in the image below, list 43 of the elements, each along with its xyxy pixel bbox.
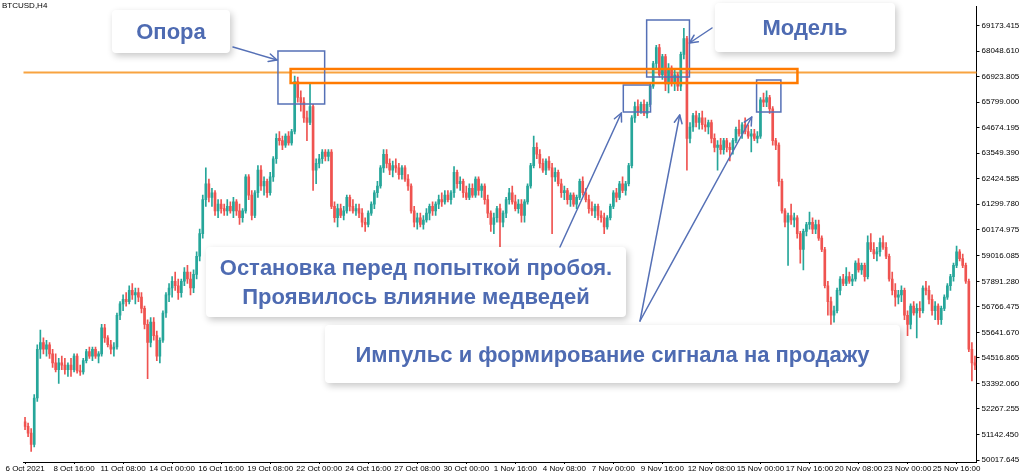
y-tick-label: 59016.085 xyxy=(981,251,1020,261)
y-tick-label: 66923.805 xyxy=(981,71,1020,81)
y-tick-label: 57891.280 xyxy=(981,276,1020,286)
y-tick-label: 68048.610 xyxy=(981,46,1020,56)
y-tick-label: 56766.475 xyxy=(981,302,1020,312)
y-tick-label: 65799.000 xyxy=(981,97,1020,107)
y-tick-label: 54516.865 xyxy=(981,353,1020,363)
y-tick-label: 63549.390 xyxy=(981,148,1020,158)
y-tick-label: 61299.780 xyxy=(981,199,1020,209)
y-tick-label: 53392.060 xyxy=(981,378,1020,388)
y-tick-label: 60174.975 xyxy=(981,224,1020,234)
x-tick-label: 22 Oct 00:00 xyxy=(296,464,343,473)
annotation: Модель xyxy=(762,14,848,42)
x-tick-label: 27 Oct 08:00 xyxy=(394,464,441,473)
x-tick-label: 4 Nov 08:00 xyxy=(542,464,587,473)
y-tick-label: 52267.255 xyxy=(981,404,1020,414)
x-tick-label: 17 Nov 16:00 xyxy=(785,464,834,473)
x-tick-label: 8 Oct 16:00 xyxy=(53,464,96,473)
x-tick-label: 25 Nov 16:00 xyxy=(932,464,981,473)
annotation: Опора xyxy=(136,18,206,46)
x-tick-label: 14 Oct 00:00 xyxy=(149,464,196,473)
x-tick-label: 9 Nov 16:00 xyxy=(640,464,685,473)
annotation: Импульс и формирование сигнала на продажу xyxy=(355,340,870,369)
x-tick-label: 16 Oct 16:00 xyxy=(198,464,245,473)
y-tick-label: 69173.415 xyxy=(981,20,1020,30)
x-tick-label: 7 Nov 00:00 xyxy=(591,464,636,473)
x-tick-label: 6 Oct 2021 xyxy=(5,464,46,473)
x-tick-label: 24 Oct 16:00 xyxy=(345,464,392,473)
y-tick-label: 64674.195 xyxy=(981,122,1020,132)
annotation: Остановка перед попыткой пробоя. Проявилось влияние медведей xyxy=(219,254,613,311)
y-tick-label: 51142.450 xyxy=(981,429,1020,439)
y-tick-label: 55641.670 xyxy=(981,327,1020,337)
chart-title: BTCUSD,H4 xyxy=(2,1,48,11)
x-tick-label: 12 Nov 08:00 xyxy=(687,464,736,473)
x-tick-label: 19 Oct 08:00 xyxy=(247,464,294,473)
x-tick-label: 20 Nov 08:00 xyxy=(834,464,883,473)
x-tick-label: 15 Nov 00:00 xyxy=(736,464,785,473)
y-tick-label: 62424.585 xyxy=(981,173,1020,183)
y-tick-label: 50017.645 xyxy=(981,455,1020,465)
x-tick-label: 1 Nov 16:00 xyxy=(493,464,538,473)
x-tick-label: 30 Oct 00:00 xyxy=(443,464,490,473)
x-tick-label: 23 Nov 00:00 xyxy=(883,464,932,473)
x-tick-label: 11 Oct 08:00 xyxy=(100,464,147,473)
